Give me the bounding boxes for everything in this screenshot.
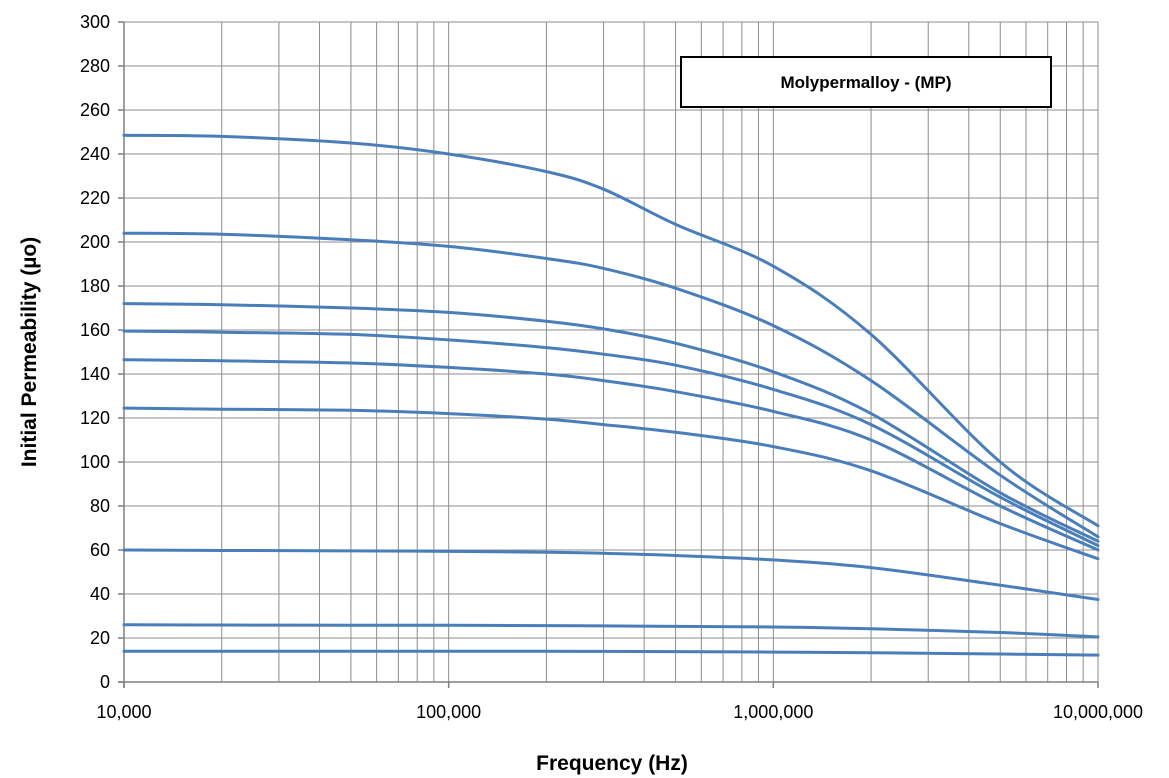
- y-tick-label: 280: [80, 56, 110, 76]
- y-tick-label: 140: [80, 364, 110, 384]
- series-line-5: [122, 358, 1100, 552]
- y-tick-label: 180: [80, 276, 110, 296]
- series-line-4: [122, 329, 1100, 548]
- series-layer: [122, 133, 1100, 657]
- chart-title: Molypermalloy - (MP): [781, 73, 952, 92]
- series-line-6: [122, 406, 1100, 561]
- y-tick-label: 300: [80, 12, 110, 32]
- y-tick-label: 260: [80, 100, 110, 120]
- series-line-8: [122, 623, 1100, 639]
- series-line-7: [122, 548, 1100, 601]
- y-tick-label: 120: [80, 408, 110, 428]
- y-tick-label: 20: [90, 628, 110, 648]
- x-tick-label: 10,000: [96, 702, 151, 722]
- y-tick-label: 80: [90, 496, 110, 516]
- y-tick-label: 160: [80, 320, 110, 340]
- x-tick-label: 100,000: [416, 702, 481, 722]
- series-line-1: [122, 133, 1100, 528]
- series-line-2: [122, 231, 1100, 539]
- y-tick-label: 100: [80, 452, 110, 472]
- x-axis-ticks: 10,000 100,000 1,000,000 10,000,000: [96, 702, 1143, 722]
- legend-box: Molypermalloy - (MP): [680, 56, 1052, 108]
- x-axis-title: Frequency (Hz): [536, 752, 688, 775]
- series-line-3: [122, 302, 1100, 543]
- y-axis-title: Initial Permeability (µo): [18, 237, 41, 467]
- y-tick-label: 200: [80, 232, 110, 252]
- x-tick-label: 1,000,000: [733, 702, 813, 722]
- y-tick-label: 60: [90, 540, 110, 560]
- y-tick-label: 240: [80, 144, 110, 164]
- x-tick-label: 10,000,000: [1053, 702, 1143, 722]
- y-axis-ticks: 0 20 40 60 80 100 120 140 160 180 200 220 240 260 280 3…: [80, 12, 110, 692]
- grid: [118, 21, 1099, 688]
- series-line-9: [122, 649, 1100, 657]
- y-tick-label: 220: [80, 188, 110, 208]
- y-tick-label: 40: [90, 584, 110, 604]
- y-tick-label: 0: [100, 672, 110, 692]
